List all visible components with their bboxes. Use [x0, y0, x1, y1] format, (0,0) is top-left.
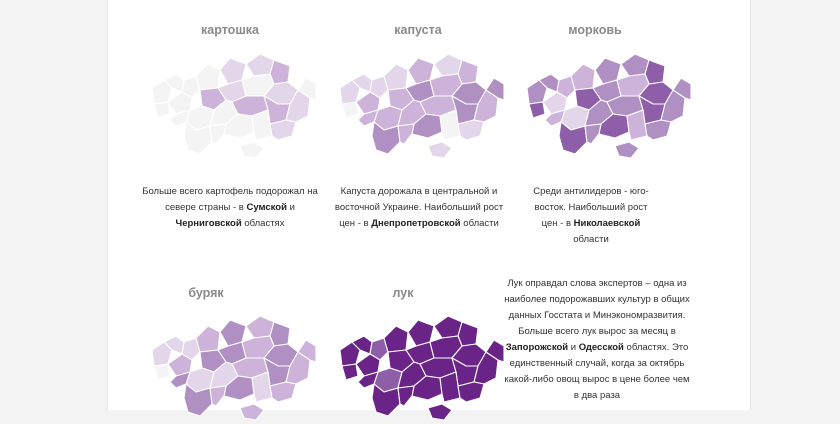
oblast-region [383, 325, 409, 353]
caption-text: и [286, 202, 295, 213]
ukraine-map [151, 53, 317, 159]
caption-text: Больше всего картофель подорожал на севе… [142, 186, 318, 213]
oblast-region [439, 371, 461, 403]
oblast-region [151, 341, 173, 367]
oblast-region [153, 101, 171, 119]
oblast-region [584, 123, 602, 145]
oblast-region [341, 363, 359, 381]
oblast-region [528, 101, 546, 119]
panel-title: лук [392, 286, 414, 300]
oblast-region [485, 77, 505, 101]
region-name: Николаевской [573, 218, 641, 229]
oblast-region [570, 63, 596, 91]
oblast-region [457, 381, 485, 403]
caption-text: областях [241, 218, 285, 229]
region-name: Черниговской [175, 218, 242, 229]
oblast-region [357, 371, 379, 389]
oblast-region [167, 353, 193, 377]
oblast-region [195, 63, 221, 91]
caption-text: областях. Это единственный случай, когда… [504, 342, 690, 401]
oblast-region [439, 109, 461, 141]
oblast-region [526, 79, 548, 105]
panel-caption: Среди антилидеров - юго-восток. Наибольш… [528, 184, 654, 248]
oblast-region [538, 73, 560, 93]
oblast-region [485, 339, 505, 363]
panel-title: морковь [568, 23, 622, 37]
oblast-region [407, 319, 435, 347]
oblast-region [594, 57, 622, 85]
oblast-region [195, 325, 221, 353]
onion-commentary: Лук оправдал слова экспертов – одна из н… [503, 276, 691, 404]
caption-text: области [573, 234, 609, 245]
oblast-region [169, 371, 191, 389]
oblast-region [183, 121, 213, 155]
oblast-region [427, 403, 453, 421]
article-body: картошка Больше всего картофель подорожа… [107, 0, 751, 421]
ukraine-map [339, 315, 505, 421]
oblast-region [339, 79, 361, 105]
ukraine-map [526, 53, 692, 159]
oblast-region [239, 403, 265, 421]
region-name: Днепропетровской [371, 218, 461, 229]
oblast-region [269, 381, 297, 403]
oblast-region [397, 123, 415, 145]
oblast-region [163, 335, 185, 355]
oblast-region [239, 141, 265, 159]
ukraine-map [151, 315, 317, 421]
oblast-region [219, 319, 247, 347]
oblast-region [219, 57, 247, 85]
oblast-region [163, 73, 185, 93]
oblast-region [355, 91, 381, 115]
oblast-region [269, 119, 297, 141]
oblast-region [357, 109, 379, 127]
region-name: Запорожской [505, 342, 569, 353]
oblast-region [153, 363, 171, 381]
oblast-region [355, 353, 381, 377]
oblast-region [297, 77, 317, 101]
oblast-region [371, 121, 401, 155]
panel-caption: Капуста дорожала в центральной и восточн… [333, 184, 505, 232]
caption-text: Среди антилидеров - юго-восток. Наибольш… [533, 186, 649, 229]
oblast-region [626, 109, 648, 141]
panel-title: буряк [188, 286, 224, 300]
oblast-region [351, 73, 373, 93]
region-name: Сумской [246, 202, 287, 213]
region-name: Одесской [578, 342, 624, 353]
panel-caption: Больше всего картофель подорожал на севе… [142, 184, 318, 232]
ukraine-map [339, 53, 505, 159]
oblast-region [427, 141, 453, 159]
oblast-region [558, 121, 588, 155]
oblast-region [167, 91, 193, 115]
oblast-region [383, 63, 409, 91]
caption-text: Лук оправдал слова экспертов – одна из н… [504, 278, 690, 337]
panel-title: капуста [394, 23, 442, 37]
oblast-region [457, 119, 485, 141]
oblast-region [209, 123, 227, 145]
caption-text: Капуста дорожала в центральной и восточн… [334, 186, 504, 229]
caption-text: и [568, 342, 579, 353]
oblast-region [644, 119, 672, 141]
oblast-region [351, 335, 373, 355]
oblast-region [297, 339, 317, 363]
oblast-region [544, 109, 566, 127]
oblast-region [251, 371, 273, 403]
oblast-region [397, 385, 415, 407]
oblast-region [542, 91, 568, 115]
oblast-region [339, 341, 361, 367]
oblast-region [407, 57, 435, 85]
panel-title: картошка [201, 23, 259, 37]
oblast-region [614, 141, 640, 159]
oblast-region [672, 77, 692, 101]
oblast-region [209, 385, 227, 407]
oblast-region [151, 79, 173, 105]
oblast-region [251, 109, 273, 141]
oblast-region [341, 101, 359, 119]
oblast-region [169, 109, 191, 127]
caption-text: области [460, 218, 499, 229]
